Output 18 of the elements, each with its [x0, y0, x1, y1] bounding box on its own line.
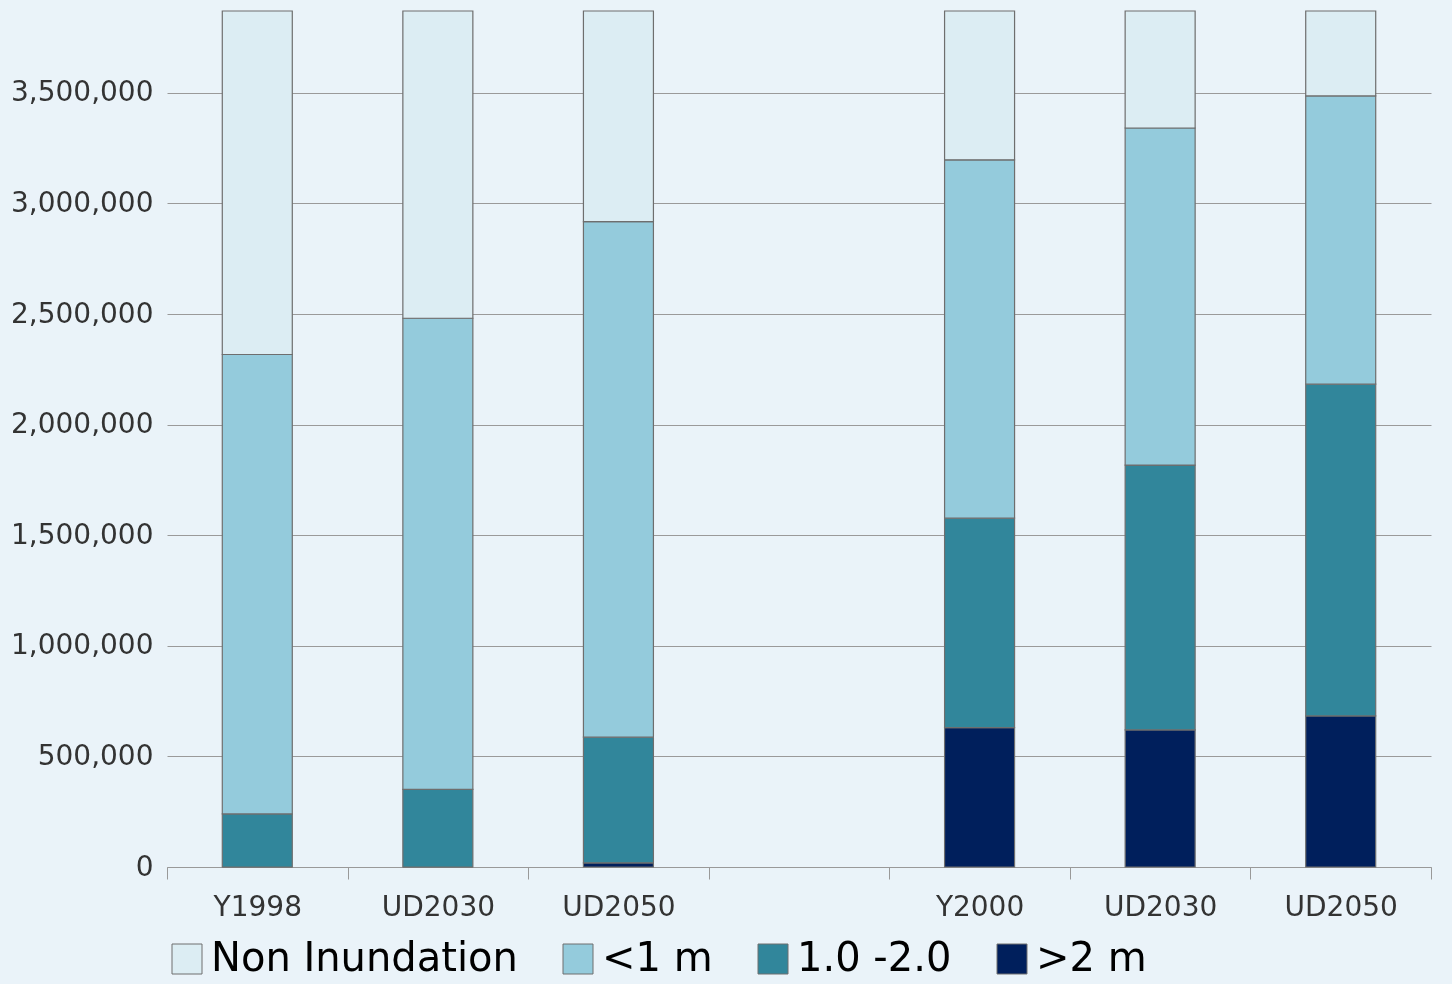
x-tick-label: UD2030 [1103, 889, 1218, 923]
legend-label: Non Inundation [211, 934, 518, 980]
legend-label: <1 m [602, 934, 713, 980]
x-tick-label: UD2050 [1284, 889, 1398, 923]
y-tick-label: 500,000 [37, 738, 154, 772]
y-tick-label: 1,000,000 [10, 628, 154, 662]
legend-label: >2 m [1036, 934, 1147, 980]
y-tick-label: 3,500,000 [10, 75, 154, 109]
y-tick-label: 3,000,000 [10, 185, 154, 219]
x-tick-label: Y1998 [212, 889, 302, 923]
x-tick-label: UD2050 [562, 889, 676, 923]
legend-label: 1.0 -2.0 [797, 934, 952, 980]
y-tick-label: 2,500,000 [10, 296, 154, 330]
x-tick-label: UD2030 [381, 889, 496, 923]
y-tick-label: 1,500,000 [10, 517, 154, 551]
y-tick-label: 0 [135, 849, 154, 883]
x-tick-label: Y2000 [934, 889, 1025, 923]
y-tick-label: 2,000,000 [10, 407, 154, 441]
